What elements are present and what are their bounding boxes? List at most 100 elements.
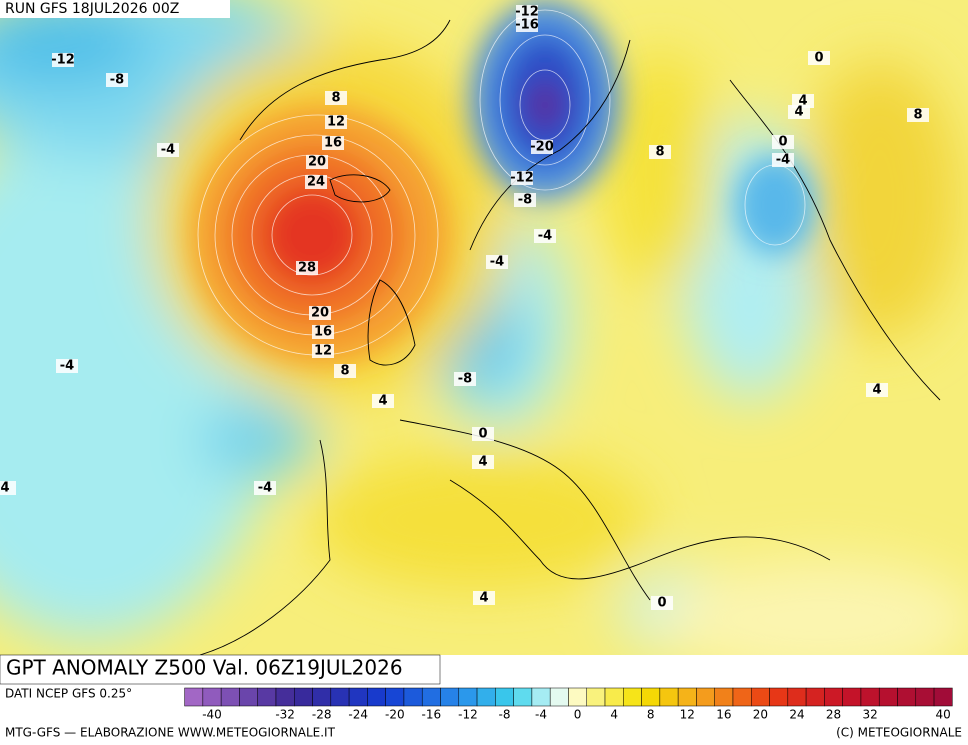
colorbar-box bbox=[915, 687, 935, 707]
label-bg bbox=[866, 383, 888, 397]
contour-label: -4 bbox=[60, 359, 74, 374]
contour-label: 4 bbox=[378, 394, 387, 409]
label-bg bbox=[157, 143, 179, 157]
colorbar-tick-label: 20 bbox=[753, 708, 768, 722]
label-bg bbox=[534, 229, 556, 243]
label-bg bbox=[325, 91, 347, 105]
copyright: (C) METEOGIORNALE bbox=[836, 726, 962, 740]
label-bg bbox=[772, 153, 794, 167]
colorbar-box bbox=[239, 687, 258, 707]
colorbar-box bbox=[751, 687, 770, 707]
colorbar-box bbox=[769, 687, 789, 707]
colorbar-box bbox=[275, 687, 295, 707]
colorbar-box bbox=[787, 687, 807, 707]
colorbar-box bbox=[257, 687, 277, 707]
label-bg bbox=[651, 596, 673, 610]
label-bg bbox=[254, 481, 276, 495]
label-bg bbox=[52, 53, 74, 67]
label-bg bbox=[516, 18, 538, 32]
label-bg bbox=[322, 136, 344, 150]
contour-label: 4 bbox=[478, 455, 487, 470]
contour-label: -4 bbox=[776, 153, 790, 168]
contour-label: 4 bbox=[794, 105, 803, 120]
colorbar-box bbox=[604, 687, 624, 707]
label-bg bbox=[372, 394, 394, 408]
colorbar-box bbox=[933, 687, 953, 707]
label-bg bbox=[334, 364, 356, 378]
colorbar-box bbox=[367, 687, 386, 707]
label-bg bbox=[772, 135, 794, 149]
colorbar-box bbox=[860, 687, 880, 707]
colorbar-box bbox=[878, 687, 898, 707]
credit: MTG-GFS — ELABORAZIONE WWW.METEOGIORNALE… bbox=[5, 726, 336, 740]
label-bg bbox=[907, 108, 929, 122]
colorbar-box bbox=[330, 687, 350, 707]
colorbar-box bbox=[476, 687, 496, 707]
contour-label: 16 bbox=[324, 136, 342, 151]
colorbar-box bbox=[897, 687, 917, 707]
label-bg bbox=[312, 325, 334, 339]
colorbar-box bbox=[714, 687, 734, 707]
label-bg bbox=[296, 261, 318, 275]
colorbar-box bbox=[495, 687, 514, 707]
contour-label: 4 bbox=[0, 481, 9, 496]
contour-label: -8 bbox=[458, 372, 472, 387]
contour-label: -4 bbox=[490, 255, 504, 270]
contour-label: -8 bbox=[110, 73, 124, 88]
colorbar-box bbox=[220, 687, 240, 707]
colorbar-tick-label: 40 bbox=[936, 708, 951, 722]
label-bg bbox=[649, 145, 671, 159]
colorbar-box bbox=[549, 687, 569, 707]
contour-label: 0 bbox=[814, 51, 823, 66]
colorbar-box bbox=[458, 687, 478, 707]
colorbar-box bbox=[623, 687, 642, 707]
colorbar-tick-label: 8 bbox=[647, 708, 655, 722]
label-bg bbox=[514, 193, 536, 207]
colorbar: -40 -32 -28 -24 -20 -16 -12 -8 -4 0 4 8 12 16 20 24 28 32… bbox=[184, 687, 953, 722]
colorbar-box bbox=[677, 687, 697, 707]
colorbar-tick-label: -40 bbox=[202, 708, 222, 722]
colorbar-tick-label: -32 bbox=[275, 708, 295, 722]
colorbar-box bbox=[586, 687, 606, 707]
colorbar-tick-label: 12 bbox=[680, 708, 695, 722]
contour-label: 4 bbox=[479, 591, 488, 606]
label-bg bbox=[454, 372, 476, 386]
label-bg bbox=[306, 155, 328, 169]
colorbar-box bbox=[824, 687, 843, 707]
contour-label: 0 bbox=[778, 135, 787, 150]
colorbar-tick-label: -8 bbox=[498, 708, 510, 722]
header-box bbox=[0, 0, 230, 18]
colorbar-box bbox=[421, 687, 441, 707]
label-bg bbox=[473, 591, 495, 605]
colorbar-tick-label: 32 bbox=[862, 708, 877, 722]
label-bg bbox=[472, 427, 494, 441]
label-bg bbox=[486, 255, 508, 269]
contour-label: 0 bbox=[478, 427, 487, 442]
contour-label: -12 bbox=[51, 53, 75, 68]
colorbar-box bbox=[385, 687, 405, 707]
contour-label: -12 bbox=[510, 171, 534, 186]
colorbar-tick-label: 4 bbox=[610, 708, 618, 722]
contour-label: 4 bbox=[798, 94, 807, 109]
map-title: GPT ANOMALY Z500 Val. 06Z19JUL2026 bbox=[6, 656, 403, 680]
contour-label: 0 bbox=[657, 596, 666, 611]
colorbar-box bbox=[732, 687, 752, 707]
colorbar-box bbox=[805, 687, 825, 707]
contour-label: 20 bbox=[311, 306, 329, 321]
colorbar-tick-label: 28 bbox=[826, 708, 841, 722]
contour-label: 12 bbox=[327, 115, 345, 130]
contour-label: -20 bbox=[530, 140, 554, 155]
colorbar-box bbox=[403, 687, 423, 707]
colorbar-box bbox=[184, 687, 204, 707]
label-bg bbox=[325, 115, 347, 129]
label-bg bbox=[516, 5, 538, 19]
colorbar-box bbox=[202, 687, 222, 707]
colorbar-tick-label: 16 bbox=[716, 708, 731, 722]
label-bg bbox=[531, 140, 553, 154]
label-bg bbox=[788, 105, 810, 119]
